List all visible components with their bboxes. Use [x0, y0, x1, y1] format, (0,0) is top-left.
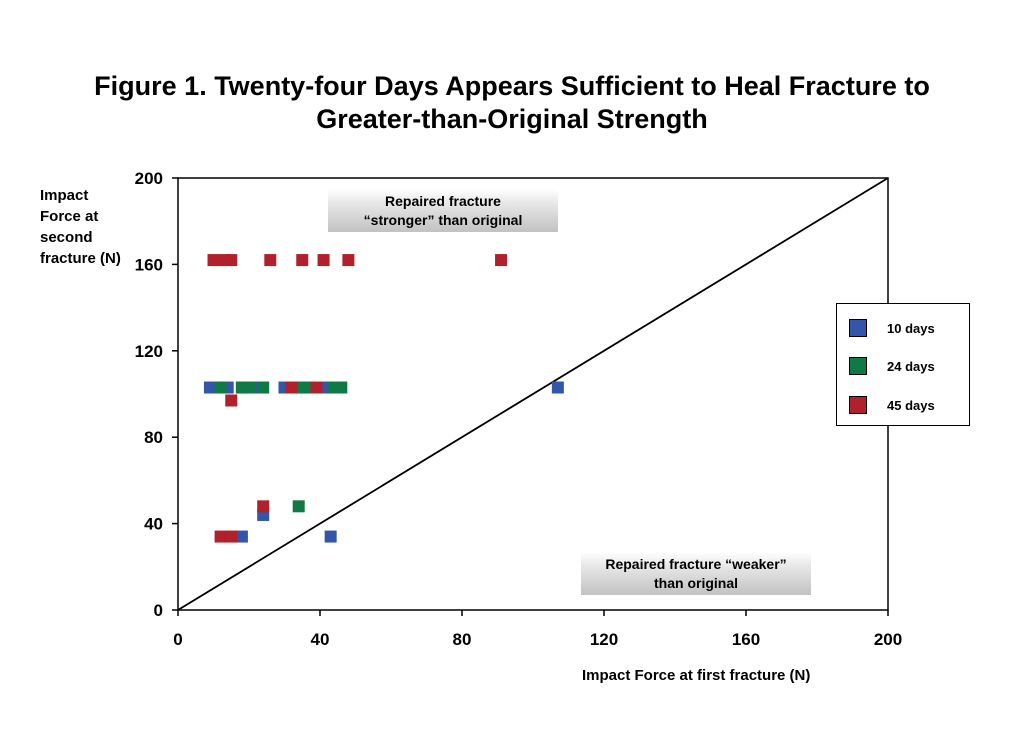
x-tick-label: 160	[732, 630, 760, 649]
data-point-45-days	[225, 254, 238, 267]
data-point-24-days	[335, 381, 348, 394]
annotation-stronger: Repaired fracture “stronger” than origin…	[328, 189, 558, 232]
data-point-45-days	[285, 381, 298, 394]
data-point-45-days	[342, 254, 355, 267]
chart-title: Figure 1. Twenty-four Days Appears Suffi…	[0, 70, 1024, 136]
legend-item-10-days: 10 days	[849, 318, 935, 338]
data-point-24-days	[299, 381, 312, 394]
x-tick-label: 40	[311, 630, 330, 649]
annotation-stronger-line1: Repaired fracture	[385, 193, 501, 209]
x-tick-label: 0	[173, 630, 182, 649]
annotation-weaker-line1: Repaired fracture “weaker”	[605, 556, 787, 572]
annotation-weaker: Repaired fracture “weaker” than original	[581, 552, 811, 595]
annotation-stronger-line2: “stronger” than original	[363, 212, 523, 228]
x-tick-label: 120	[590, 630, 618, 649]
y-tick-label: 40	[144, 515, 163, 534]
x-tick-label: 80	[453, 630, 472, 649]
data-point-45-days	[207, 254, 220, 267]
x-tick-label: 200	[874, 630, 902, 649]
data-point-45-days	[317, 254, 330, 267]
legend-swatch-24-days	[849, 357, 867, 375]
y-tick-label: 0	[154, 601, 163, 620]
data-point-45-days	[495, 254, 508, 267]
data-point-45-days	[225, 394, 238, 407]
data-point-24-days	[214, 381, 227, 394]
data-point-10-days	[257, 508, 270, 521]
legend-item-24-days: 24 days	[849, 356, 935, 376]
y-axis-label: Impact Force at second fracture (N)	[40, 187, 121, 267]
data-point-24-days	[292, 500, 305, 513]
data-point-10-days	[551, 381, 564, 394]
data-point-45-days	[264, 254, 277, 267]
data-point-45-days	[214, 530, 227, 543]
chart-title-line1: Figure 1. Twenty-four Days Appears Suffi…	[94, 71, 930, 101]
y-tick-label: 160	[135, 255, 163, 274]
legend-label-45-days: 45 days	[887, 397, 935, 413]
legend-label-10-days: 10 days	[887, 320, 935, 336]
legend-swatch-45-days	[849, 396, 867, 414]
data-point-24-days	[243, 381, 255, 394]
y-tick-label: 80	[144, 428, 163, 447]
y-tick-label: 200	[135, 169, 163, 188]
legend: 10 days 24 days 45 days	[836, 303, 970, 426]
data-point-45-days	[296, 254, 309, 267]
annotation-weaker-line2: than original	[654, 575, 738, 591]
legend-swatch-10-days	[849, 319, 867, 337]
legend-label-24-days: 24 days	[887, 358, 935, 374]
y-tick-label: 120	[135, 342, 163, 361]
data-point-10-days	[203, 381, 216, 394]
data-point-10-days	[235, 530, 248, 543]
data-point-10-days	[324, 530, 337, 543]
data-point-45-days	[310, 381, 323, 394]
data-point-45-days	[225, 530, 238, 543]
legend-item-45-days: 45 days	[849, 395, 935, 415]
chart-title-line2: Greater-than-Original Strength	[316, 104, 708, 134]
data-point-24-days	[257, 381, 270, 394]
equality-line	[177, 177, 889, 611]
x-axis-label: Impact Force at first fracture (N)	[582, 667, 811, 684]
data-point-45-days	[257, 500, 270, 513]
